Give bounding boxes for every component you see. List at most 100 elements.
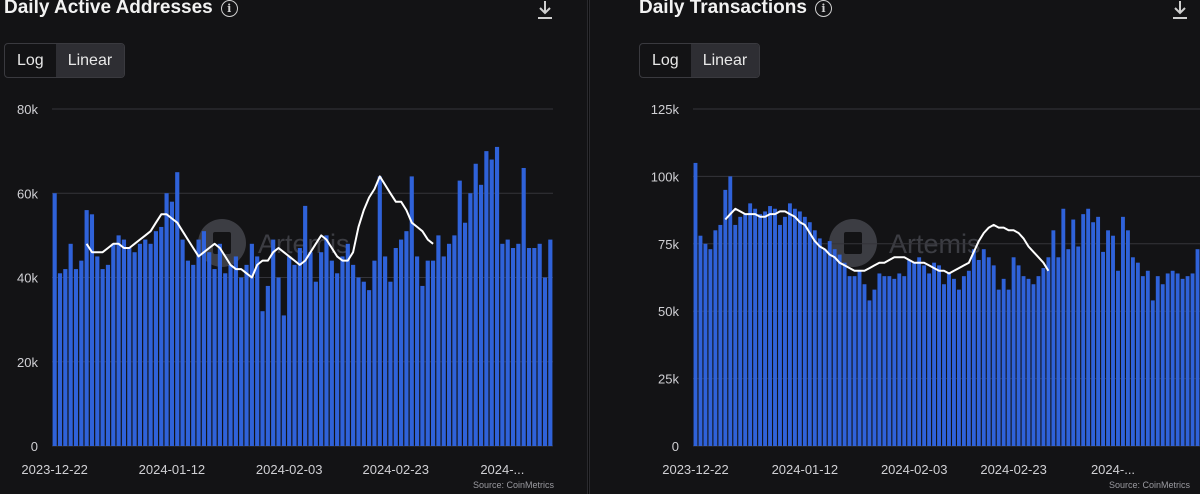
bar[interactable] <box>1130 257 1135 446</box>
bar[interactable] <box>708 249 713 446</box>
bar[interactable] <box>971 249 976 446</box>
bar[interactable] <box>212 269 217 446</box>
bar[interactable] <box>329 260 334 446</box>
bar[interactable] <box>1086 208 1091 446</box>
bar[interactable] <box>377 176 382 446</box>
bar[interactable] <box>996 289 1001 446</box>
bar[interactable] <box>723 189 728 446</box>
bar[interactable] <box>698 235 703 446</box>
bar[interactable] <box>1001 278 1006 446</box>
bar[interactable] <box>159 226 164 446</box>
bar[interactable] <box>132 252 137 446</box>
bar[interactable] <box>1135 262 1140 446</box>
bar[interactable] <box>436 235 441 446</box>
linear-button[interactable]: Linear <box>690 44 760 77</box>
bar[interactable] <box>233 256 238 446</box>
log-button[interactable]: Log <box>17 52 44 69</box>
bar[interactable] <box>1125 230 1130 446</box>
bar[interactable] <box>1140 276 1145 446</box>
bar[interactable] <box>1190 273 1195 446</box>
bar[interactable] <box>175 172 180 446</box>
bar[interactable] <box>902 276 907 446</box>
bar[interactable] <box>308 252 313 446</box>
bar[interactable] <box>952 278 956 446</box>
bar[interactable] <box>207 252 212 446</box>
bar[interactable] <box>393 248 398 446</box>
bar[interactable] <box>1145 270 1150 446</box>
bar[interactable] <box>169 201 174 446</box>
bar[interactable] <box>148 243 153 446</box>
bar[interactable] <box>500 243 505 446</box>
bar[interactable] <box>367 290 372 446</box>
bar[interactable] <box>733 224 738 446</box>
info-icon[interactable]: i <box>220 0 238 17</box>
bar[interactable] <box>404 231 409 446</box>
bar[interactable] <box>912 262 917 446</box>
linear-button[interactable]: Linear <box>55 44 125 77</box>
bar[interactable] <box>981 249 986 446</box>
bar[interactable] <box>1106 230 1110 446</box>
bar[interactable] <box>180 239 185 446</box>
bar[interactable] <box>1170 270 1175 446</box>
bar[interactable] <box>1026 278 1031 446</box>
bar[interactable] <box>1160 284 1165 446</box>
bar[interactable] <box>468 193 473 446</box>
bar[interactable] <box>802 216 807 446</box>
bar[interactable] <box>478 184 484 446</box>
bar[interactable] <box>887 276 892 446</box>
bar[interactable] <box>265 285 270 446</box>
bar[interactable] <box>1056 257 1061 446</box>
bar[interactable] <box>966 270 971 446</box>
bar[interactable] <box>52 193 57 446</box>
bar[interactable] <box>287 256 292 446</box>
bar[interactable] <box>1175 273 1180 446</box>
bar[interactable] <box>185 260 190 446</box>
bar[interactable] <box>63 269 68 446</box>
bar[interactable] <box>244 264 249 446</box>
info-icon[interactable]: i <box>814 0 832 17</box>
bar[interactable] <box>847 276 852 446</box>
bar[interactable] <box>303 205 308 446</box>
bar[interactable] <box>797 211 802 446</box>
bar[interactable] <box>713 230 718 446</box>
bar[interactable] <box>743 214 748 446</box>
bar[interactable] <box>153 231 159 446</box>
bar[interactable] <box>872 289 877 446</box>
bar[interactable] <box>1116 270 1120 446</box>
bar[interactable] <box>1155 276 1160 446</box>
bar[interactable] <box>1071 219 1076 446</box>
bar[interactable] <box>89 214 95 446</box>
bar[interactable] <box>827 241 832 446</box>
bar[interactable] <box>548 239 553 446</box>
bar[interactable] <box>1046 257 1051 446</box>
bar[interactable] <box>79 260 84 446</box>
bar[interactable] <box>961 276 966 446</box>
bar[interactable] <box>111 243 116 446</box>
bar[interactable] <box>783 216 787 446</box>
bar[interactable] <box>457 180 462 447</box>
bar[interactable] <box>313 281 318 446</box>
bar[interactable] <box>1051 230 1056 446</box>
bar[interactable] <box>1165 273 1170 446</box>
bar[interactable] <box>807 222 812 446</box>
bar[interactable] <box>852 276 857 446</box>
bar[interactable] <box>817 238 822 446</box>
bar[interactable] <box>892 278 897 446</box>
bar[interactable] <box>431 260 436 446</box>
bar[interactable] <box>842 262 847 446</box>
bar[interactable] <box>345 243 350 446</box>
bar[interactable] <box>897 273 902 446</box>
bar[interactable] <box>137 243 143 446</box>
bar[interactable] <box>703 243 708 446</box>
bar[interactable] <box>521 167 526 446</box>
bar[interactable] <box>399 239 404 446</box>
bar[interactable] <box>532 248 537 446</box>
bar[interactable] <box>956 289 961 446</box>
bar[interactable] <box>922 265 927 446</box>
bar[interactable] <box>907 259 912 446</box>
bar[interactable] <box>1101 251 1106 446</box>
bar[interactable] <box>947 273 951 446</box>
bar[interactable] <box>297 248 302 446</box>
bar[interactable] <box>340 256 345 446</box>
bar[interactable] <box>986 257 991 446</box>
